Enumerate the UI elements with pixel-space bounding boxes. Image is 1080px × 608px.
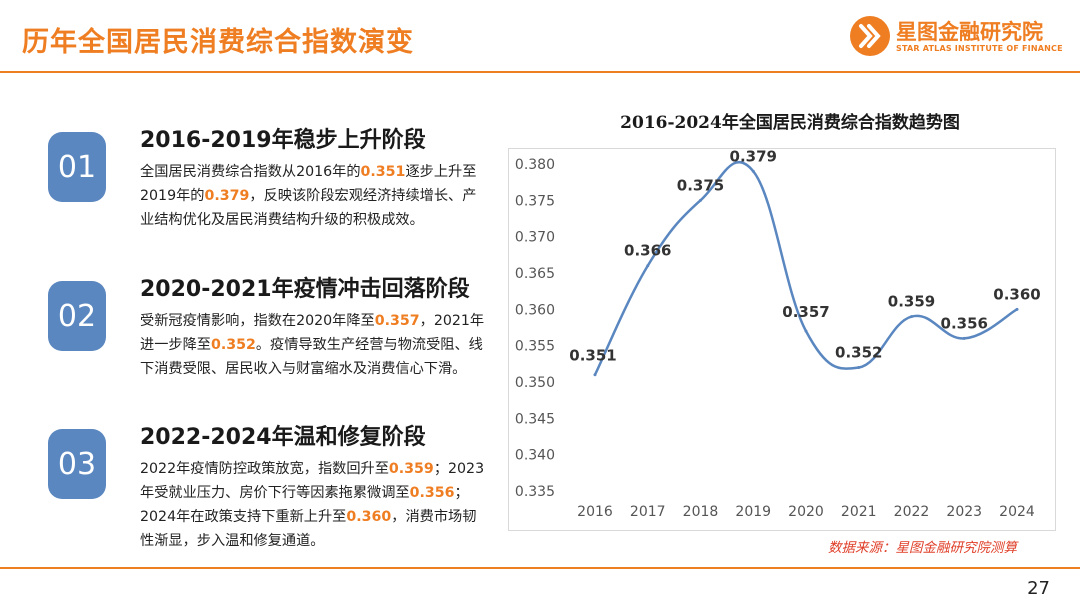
- highlight-value: 0.379: [204, 188, 250, 204]
- stage-description: 全国居民消费综合指数从2016年的0.351逐步上升至2019年的0.379，反…: [140, 160, 485, 232]
- desc-text: 2022年疫情防控政策放宽，指数回升至: [140, 461, 389, 477]
- data-point: [804, 329, 808, 333]
- y-tick-label: 0.365: [515, 266, 555, 282]
- stage-description: 受新冠疫情影响，指数在2020年降至0.357，2021年进一步降至0.352。…: [140, 309, 485, 381]
- logo-name-en: STAR ATLAS INSTITUTE OF FINANCE: [896, 44, 1063, 53]
- logo-mark-icon: [850, 16, 890, 56]
- stage-title: 2022-2024年温和修复阶段: [140, 425, 426, 450]
- data-point: [962, 336, 966, 340]
- data-point: [857, 365, 861, 369]
- y-tick-label: 0.350: [515, 375, 555, 391]
- desc-text: ，反映该阶段宏观经济持续增长、产业结构优化及居民消费结构升级的积极成效。: [140, 188, 477, 228]
- highlight-value: 0.359: [388, 461, 434, 477]
- highlight-value: 0.357: [374, 313, 420, 329]
- data-label: 0.379: [730, 149, 777, 165]
- y-tick-label: 0.370: [515, 230, 555, 246]
- highlight-value: 0.356: [409, 485, 455, 501]
- desc-text: ；2023年受就业压力、房价下行等因素拖累微调至: [140, 461, 485, 501]
- data-label: 0.351: [569, 347, 616, 365]
- x-tick-label: 2022: [894, 504, 930, 520]
- desc-text: 。疫情导致生产经营与物流受阻、线下消费受限、居民收入与财富缩水及消费信心下滑。: [140, 337, 483, 377]
- data-point: [910, 315, 913, 319]
- stage-number-badge: 01: [48, 132, 106, 202]
- chart-title: 2016-2024年全国居民消费综合指数趋势图: [620, 113, 960, 133]
- highlight-value: 0.352: [210, 337, 256, 353]
- chart-area: 0.335 0.340 0.345 0.350 0.355 0.360 0.365 0.370…: [508, 147, 1056, 531]
- desc-text: 受新冠疫情影响，指数在2020年降至: [140, 313, 375, 329]
- stage-title: 2020-2021年疫情冲击回落阶段: [140, 277, 470, 302]
- data-point: [593, 373, 597, 377]
- x-tick-label: 2023: [946, 504, 982, 520]
- x-tick-label: 2017: [630, 504, 666, 520]
- x-tick-label: 2018: [683, 504, 719, 520]
- page-title: 历年全国居民消费综合指数演变: [22, 27, 414, 58]
- logo: 星图金融研究院 STAR ATLAS INSTITUTE OF FINANCE: [850, 14, 1063, 60]
- x-tick-label: 2016: [577, 504, 613, 520]
- data-label: 0.352: [835, 343, 882, 361]
- stage-number-badge: 03: [48, 429, 106, 499]
- header-divider: [0, 71, 1080, 73]
- desc-text: ，消费市场韧性渐显，步入温和修复通道。: [140, 509, 477, 549]
- y-tick-label: 0.355: [515, 339, 555, 355]
- stage-description: 2022年疫情防控政策放宽，指数回升至0.359；2023年受就业压力、房价下行…: [140, 457, 485, 553]
- data-point: [699, 198, 702, 202]
- stage-number-badge: 02: [48, 281, 106, 351]
- page-number: 27: [1027, 578, 1050, 599]
- stage-title: 2016-2019年稳步上升阶段: [140, 128, 426, 153]
- data-label: 0.360: [993, 285, 1040, 303]
- x-tick-label: 2024: [999, 504, 1035, 520]
- footer-divider: [0, 567, 1080, 569]
- desc-text: 全国居民消费综合指数从2016年的: [140, 164, 361, 180]
- highlight-value: 0.360: [346, 509, 392, 525]
- highlight-value: 0.351: [360, 164, 406, 180]
- y-tick-label: 0.375: [515, 193, 555, 209]
- data-label: 0.356: [941, 314, 988, 332]
- desc-text: 逐步上升至2019年的: [140, 164, 477, 204]
- data-label: 0.359: [888, 293, 935, 311]
- y-tick-label: 0.345: [515, 411, 555, 427]
- data-point: [751, 169, 755, 173]
- desc-text: ；2024年在政策支持下重新上升至: [140, 485, 469, 525]
- x-tick-label: 2021: [841, 504, 877, 520]
- data-label: 0.375: [677, 176, 724, 194]
- logo-name-cn: 星图金融研究院: [896, 20, 1043, 44]
- y-tick-label: 0.380: [515, 157, 555, 173]
- desc-text: ，2021年进一步降至: [140, 313, 485, 353]
- data-label: 0.366: [624, 242, 671, 260]
- data-label: 0.357: [782, 303, 829, 321]
- data-point: [1015, 307, 1019, 311]
- data-source: 数据来源：星图金融研究院测算: [828, 540, 1017, 556]
- y-tick-label: 0.360: [515, 302, 555, 318]
- x-tick-label: 2019: [735, 504, 771, 520]
- x-tick-label: 2020: [788, 504, 824, 520]
- data-point: [646, 264, 650, 268]
- series-line: [593, 161, 1019, 376]
- y-tick-label: 0.340: [515, 448, 555, 464]
- line-chart: 0.335 0.340 0.345 0.350 0.355 0.360 0.365 0.370…: [515, 147, 1041, 520]
- y-tick-label: 0.335: [515, 484, 555, 500]
